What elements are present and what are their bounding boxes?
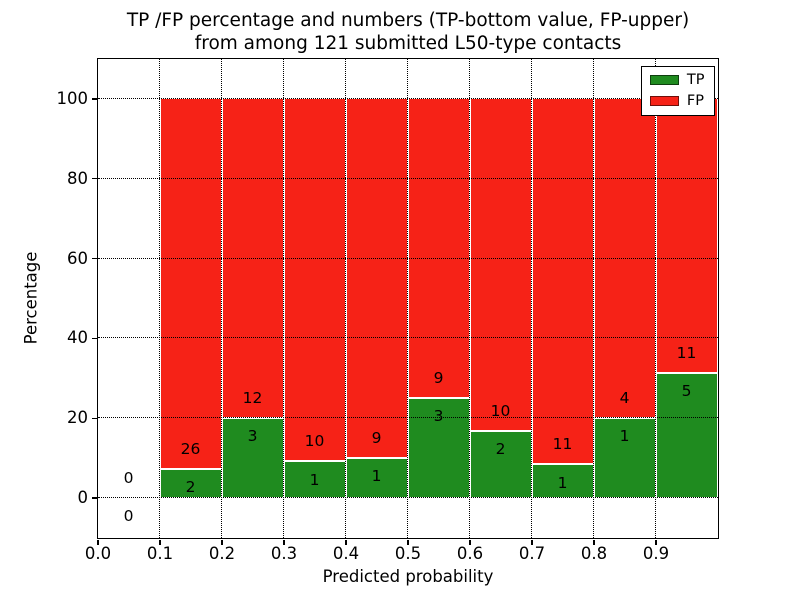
tp-count-label: 2 <box>185 478 196 497</box>
y-tick-mark <box>92 417 97 419</box>
x-tick-mark <box>469 540 471 545</box>
tp-count-label: 3 <box>433 407 444 426</box>
plot-area: TP FP 0 0 26 2 12 3 10 1 9 1 9 3 10 2 11 1 4 1 11 5 <box>96 57 719 539</box>
gridline-vertical <box>593 58 594 538</box>
x-tick-label: 0.1 <box>146 544 174 563</box>
x-tick-mark <box>593 540 595 545</box>
bar-segment-fp <box>345 98 408 458</box>
fp-count-label: 4 <box>619 388 630 407</box>
tp-count-label: 3 <box>247 427 258 446</box>
y-tick-label: 20 <box>67 408 88 428</box>
gridline-horizontal <box>97 97 718 99</box>
gridline-vertical <box>407 58 408 538</box>
x-tick-mark <box>159 540 161 545</box>
fp-count-label: 9 <box>433 368 444 387</box>
gridline-horizontal <box>97 177 718 179</box>
tp-count-label: 1 <box>557 473 568 492</box>
y-tick-label: 40 <box>67 328 88 348</box>
y-tick-mark <box>92 98 97 100</box>
y-tick-label: 60 <box>67 248 88 268</box>
gridline-vertical <box>469 58 470 538</box>
y-tick-mark <box>92 178 97 180</box>
x-tick-mark <box>345 540 347 545</box>
y-tick-mark <box>92 337 97 340</box>
x-tick-label: 0.4 <box>332 544 360 563</box>
x-tick-label: 0.7 <box>518 544 546 563</box>
x-tick-label: 0.6 <box>456 544 484 563</box>
gridline-horizontal <box>97 497 718 499</box>
y-tick-label: 100 <box>56 88 89 108</box>
bar-segment-tp <box>221 417 284 498</box>
bar-segment-tp <box>655 372 718 498</box>
x-tick-label: 0.9 <box>642 544 670 563</box>
gridline-vertical <box>221 58 222 538</box>
fp-count-label: 26 <box>180 440 201 459</box>
bar-segment-fp <box>469 98 532 432</box>
x-tick-label: 0.0 <box>84 544 112 563</box>
gridline-horizontal <box>97 257 718 259</box>
bar-segment-tp <box>345 457 408 498</box>
x-tick-mark <box>531 540 533 545</box>
bar-segment-fp <box>283 98 346 462</box>
legend-swatch-tp-icon <box>649 75 679 85</box>
tp-count-label: 1 <box>371 467 382 486</box>
fp-count-label: 12 <box>242 388 263 407</box>
bar-segment-fp <box>159 98 222 470</box>
tp-count-label: 1 <box>309 470 320 489</box>
chart-title: TP /FP percentage and numbers (TP-bottom… <box>98 9 718 55</box>
bar-segment-tp <box>469 431 532 498</box>
x-tick-mark <box>655 540 657 545</box>
gridline-vertical <box>283 58 284 538</box>
legend-label-fp: FP <box>686 92 704 109</box>
fp-count-label: 0 <box>123 468 134 487</box>
bar-segment-fp <box>407 98 470 398</box>
x-tick-label: 0.5 <box>394 544 422 563</box>
fp-count-label: 11 <box>676 343 697 362</box>
gridline-vertical <box>531 58 532 538</box>
x-axis-label: Predicted probability <box>322 567 494 586</box>
tp-count-label: 1 <box>619 427 630 446</box>
y-tick-label: 0 <box>77 488 89 508</box>
x-tick-label: 0.2 <box>208 544 236 563</box>
chart-title-line1: TP /FP percentage and numbers (TP-bottom… <box>126 10 690 31</box>
x-tick-mark <box>283 540 285 545</box>
x-tick-mark <box>221 540 223 545</box>
legend-label-tp: TP <box>686 71 705 88</box>
fp-count-label: 9 <box>371 428 382 447</box>
bar-segment-tp <box>531 464 594 498</box>
gridline-horizontal <box>97 417 718 419</box>
legend-item-fp: FP <box>649 92 705 109</box>
x-tick-mark <box>97 540 99 545</box>
tp-count-label: 0 <box>123 506 134 525</box>
legend-swatch-fp-icon <box>649 96 679 106</box>
x-tick-label: 0.3 <box>270 544 298 563</box>
y-tick-mark <box>92 497 97 499</box>
y-tick-label: 80 <box>67 168 88 188</box>
bar-segment-tp <box>407 397 470 498</box>
gridline-vertical <box>655 58 656 538</box>
fp-count-label: 11 <box>552 435 573 454</box>
gridline-horizontal <box>97 337 718 339</box>
legend: TP FP <box>640 65 715 116</box>
x-tick-label: 0.8 <box>580 544 608 563</box>
bar-segment-fp <box>531 98 594 465</box>
x-tick-mark <box>407 540 409 545</box>
gridline-vertical <box>345 58 346 538</box>
fp-count-label: 10 <box>490 402 511 421</box>
tp-count-label: 2 <box>495 440 506 459</box>
legend-item-tp: TP <box>649 71 705 88</box>
gridline-vertical <box>159 58 160 538</box>
y-tick-mark <box>92 257 97 260</box>
bar-segment-fp <box>655 98 718 373</box>
chart-title-line2: from among 121 submitted L50-type contac… <box>194 33 622 54</box>
fp-count-label: 10 <box>304 432 325 451</box>
tp-count-label: 5 <box>681 382 692 401</box>
